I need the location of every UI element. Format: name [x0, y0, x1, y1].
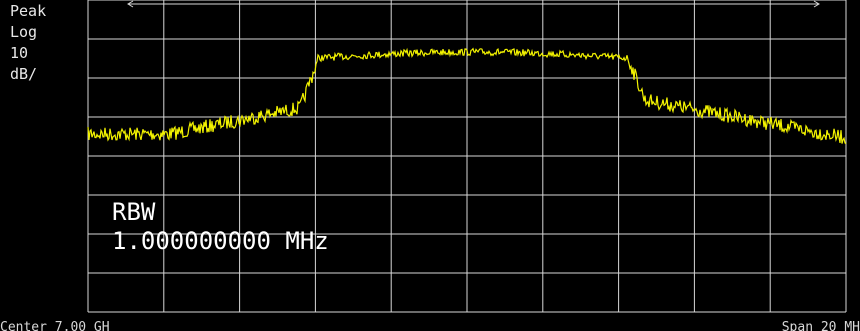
- span-label: Span 20 MH: [781, 320, 860, 331]
- rbw-value: 1.000000000 MHz: [112, 227, 329, 255]
- graticule: [87, 0, 847, 313]
- scale-type-label: Log: [10, 23, 38, 41]
- rbw-label: RBW: [112, 198, 156, 226]
- scale-unit-label: dB/: [10, 65, 38, 83]
- frequency-footer: Center 7.00 GH Span 20 MH: [0, 320, 860, 331]
- scale-value-label: 10: [10, 44, 29, 62]
- spectrum-trace: [87, 47, 847, 145]
- center-frequency-label: Center 7.00 GH: [0, 320, 110, 331]
- detector-label: Peak: [10, 2, 47, 20]
- amplitude-readout: Peak Log 10 dB/: [0, 0, 78, 331]
- span-arrow: [127, 0, 820, 8]
